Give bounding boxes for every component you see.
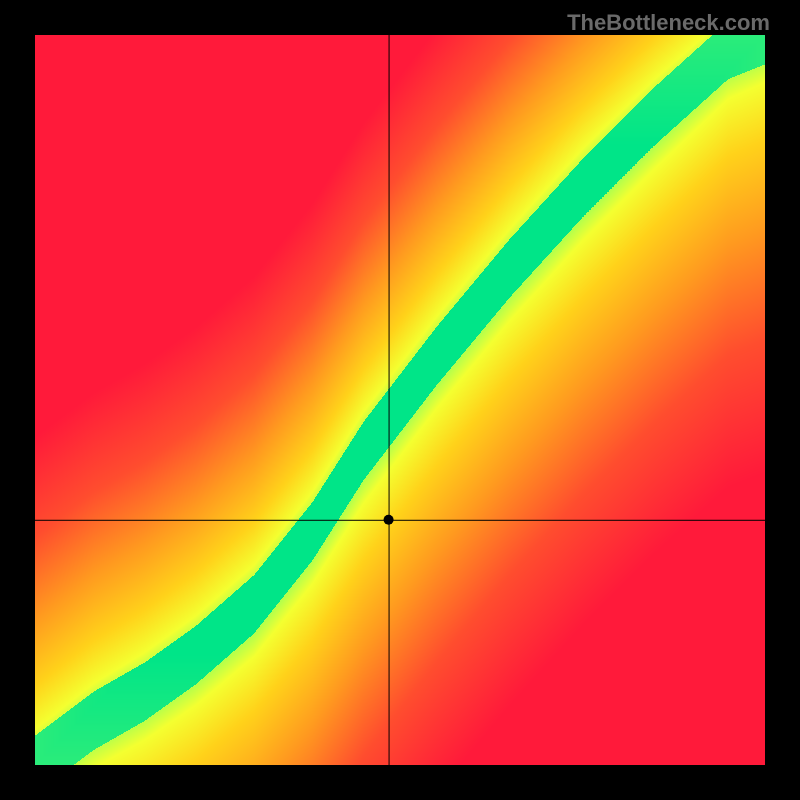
chart-container: TheBottleneck.com xyxy=(0,0,800,800)
heatmap-plot xyxy=(35,35,765,765)
watermark-text: TheBottleneck.com xyxy=(567,10,770,36)
heatmap-canvas xyxy=(35,35,765,765)
